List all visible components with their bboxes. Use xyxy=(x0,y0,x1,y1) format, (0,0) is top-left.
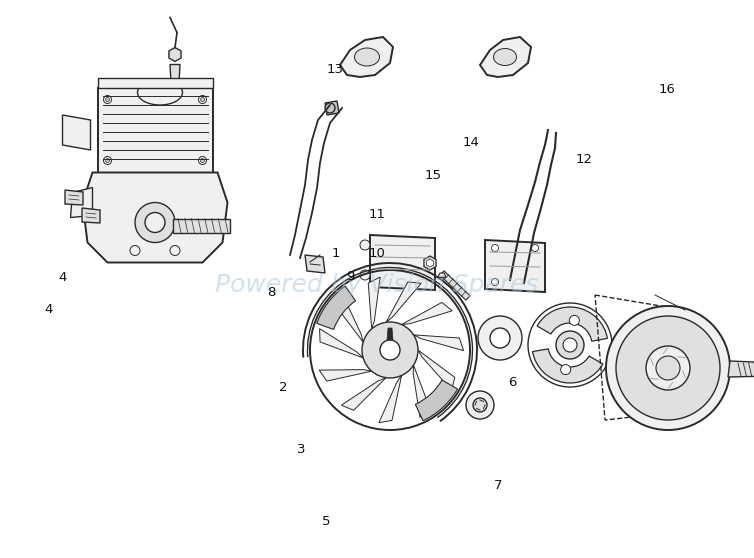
Polygon shape xyxy=(424,256,436,270)
Polygon shape xyxy=(173,219,230,233)
Text: 8: 8 xyxy=(267,286,276,300)
Polygon shape xyxy=(170,65,180,83)
Polygon shape xyxy=(340,37,393,77)
Polygon shape xyxy=(336,294,363,342)
Circle shape xyxy=(490,328,510,348)
Polygon shape xyxy=(169,47,181,61)
Text: 13: 13 xyxy=(327,63,344,76)
Polygon shape xyxy=(438,273,446,277)
Polygon shape xyxy=(65,190,83,205)
Polygon shape xyxy=(63,115,90,150)
Polygon shape xyxy=(320,329,363,358)
Polygon shape xyxy=(82,172,228,262)
Ellipse shape xyxy=(494,49,516,65)
Circle shape xyxy=(130,246,140,256)
Polygon shape xyxy=(427,259,434,267)
Ellipse shape xyxy=(354,48,379,66)
Circle shape xyxy=(563,338,577,352)
Text: 11: 11 xyxy=(369,208,385,222)
Text: 4: 4 xyxy=(44,303,54,316)
Polygon shape xyxy=(97,78,213,88)
Text: 14: 14 xyxy=(463,136,480,149)
Polygon shape xyxy=(402,302,452,325)
Polygon shape xyxy=(387,328,393,340)
Wedge shape xyxy=(532,349,603,383)
Polygon shape xyxy=(305,255,325,273)
Polygon shape xyxy=(379,376,402,423)
Circle shape xyxy=(360,240,370,250)
Circle shape xyxy=(556,331,584,359)
Text: 2: 2 xyxy=(278,381,287,395)
Text: 1: 1 xyxy=(331,247,340,261)
Polygon shape xyxy=(440,271,470,300)
Circle shape xyxy=(473,398,487,412)
Polygon shape xyxy=(71,187,93,218)
Polygon shape xyxy=(386,282,421,323)
Text: 5: 5 xyxy=(321,515,330,528)
Polygon shape xyxy=(370,235,435,290)
Circle shape xyxy=(656,356,680,380)
Text: 9: 9 xyxy=(346,270,355,283)
Circle shape xyxy=(325,103,335,113)
Text: 10: 10 xyxy=(369,247,385,261)
Polygon shape xyxy=(325,101,339,115)
Circle shape xyxy=(360,270,370,280)
Polygon shape xyxy=(418,350,455,391)
Wedge shape xyxy=(537,307,608,341)
Circle shape xyxy=(561,364,571,374)
Text: 16: 16 xyxy=(659,83,676,96)
Wedge shape xyxy=(317,286,356,329)
Text: 3: 3 xyxy=(297,442,306,456)
Text: 6: 6 xyxy=(508,376,517,389)
Text: 4: 4 xyxy=(58,271,67,285)
Polygon shape xyxy=(480,37,531,77)
Circle shape xyxy=(466,391,494,419)
Circle shape xyxy=(145,213,165,233)
Polygon shape xyxy=(368,277,380,329)
Text: 12: 12 xyxy=(576,152,593,166)
Circle shape xyxy=(201,158,204,162)
Circle shape xyxy=(478,316,522,360)
Polygon shape xyxy=(82,208,100,223)
Circle shape xyxy=(492,244,498,252)
Circle shape xyxy=(198,95,207,103)
Polygon shape xyxy=(413,335,464,350)
Circle shape xyxy=(198,156,207,165)
Polygon shape xyxy=(342,378,386,410)
Circle shape xyxy=(201,98,204,102)
Circle shape xyxy=(380,340,400,360)
Circle shape xyxy=(492,278,498,286)
Circle shape xyxy=(103,95,112,103)
Polygon shape xyxy=(485,240,545,292)
Circle shape xyxy=(362,322,418,378)
Polygon shape xyxy=(413,365,430,417)
Circle shape xyxy=(103,156,112,165)
Circle shape xyxy=(106,158,109,162)
Polygon shape xyxy=(97,88,213,172)
Ellipse shape xyxy=(137,80,182,105)
Circle shape xyxy=(106,98,109,102)
Circle shape xyxy=(616,316,720,420)
Text: 7: 7 xyxy=(493,479,502,492)
Polygon shape xyxy=(319,369,372,381)
Circle shape xyxy=(170,246,180,256)
Text: 15: 15 xyxy=(425,169,442,182)
Circle shape xyxy=(606,306,730,430)
Circle shape xyxy=(532,244,538,252)
Wedge shape xyxy=(415,380,458,421)
Circle shape xyxy=(569,315,579,325)
Polygon shape xyxy=(728,361,754,377)
Circle shape xyxy=(646,346,690,390)
Text: Powered by Vision Spares: Powered by Vision Spares xyxy=(216,273,538,297)
Circle shape xyxy=(135,203,175,243)
